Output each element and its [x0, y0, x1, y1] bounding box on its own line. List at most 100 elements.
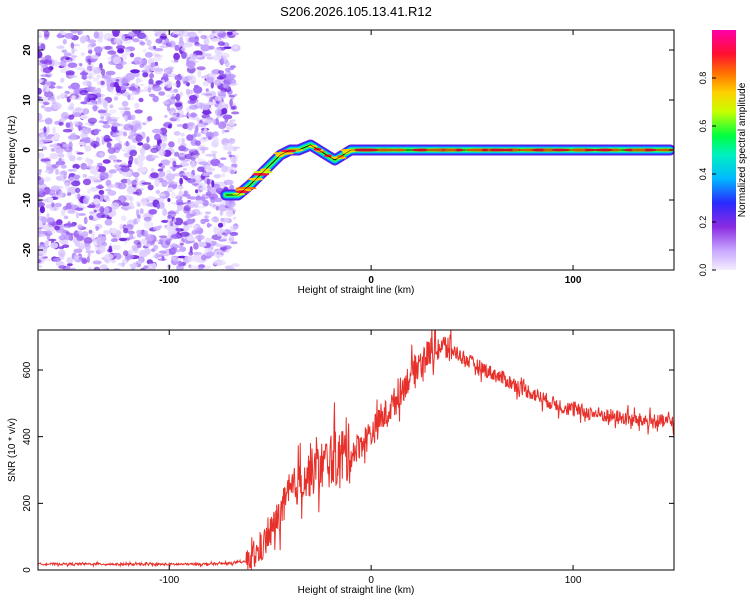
- noise-speckle: [169, 90, 175, 93]
- noise-speckle: [38, 87, 42, 95]
- noise-speckle: [176, 124, 183, 127]
- noise-speckle: [57, 33, 63, 39]
- noise-speckle: [82, 197, 89, 205]
- noise-speckle: [195, 102, 201, 106]
- noise-speckle: [187, 31, 197, 38]
- noise-speckle: [194, 43, 204, 47]
- noise-speckle: [174, 151, 180, 157]
- noise-speckle: [110, 88, 115, 94]
- noise-speckle: [63, 146, 73, 153]
- noise-speckle: [140, 267, 145, 270]
- noise-speckle: [43, 176, 51, 182]
- noise-speckle: [178, 145, 187, 152]
- noise-speckle: [175, 209, 180, 214]
- noise-speckle: [178, 260, 183, 267]
- noise-speckle: [179, 177, 184, 185]
- noise-speckle: [209, 203, 213, 207]
- noise-speckle: [204, 116, 215, 123]
- noise-speckle: [150, 248, 156, 252]
- noise-speckle: [167, 198, 171, 202]
- noise-speckle: [174, 44, 180, 52]
- snr-y-tick-label: 200: [22, 495, 33, 512]
- noise-speckle: [181, 46, 186, 52]
- noise-speckle: [166, 105, 171, 112]
- noise-speckle: [84, 122, 91, 126]
- noise-speckle: [202, 80, 209, 87]
- noise-speckle: [100, 80, 105, 86]
- noise-speckle: [55, 147, 64, 154]
- noise-speckle: [192, 183, 199, 186]
- noise-speckle: [221, 232, 226, 235]
- noise-speckle: [119, 223, 123, 231]
- noise-speckle: [185, 171, 192, 177]
- noise-speckle: [167, 180, 176, 185]
- colorbar-tick-label: 0.8: [698, 72, 708, 85]
- noise-speckle: [180, 231, 190, 237]
- noise-speckle: [173, 164, 183, 168]
- spectrogram-y-tick-label: 0: [22, 147, 33, 153]
- noise-speckle: [113, 37, 121, 42]
- noise-speckle: [195, 174, 201, 183]
- noise-speckle: [80, 52, 85, 56]
- noise-speckle: [196, 132, 202, 138]
- spectrogram-y-tick-label: -10: [22, 192, 33, 207]
- spectrogram-y-axis-label: Frequency (Hz): [7, 116, 18, 185]
- noise-speckle: [170, 191, 176, 199]
- noise-speckle: [82, 108, 90, 115]
- noise-speckle: [113, 143, 123, 150]
- noise-speckle: [88, 211, 95, 215]
- noise-speckle: [91, 177, 102, 184]
- noise-speckle: [89, 186, 99, 192]
- noise-speckle: [164, 69, 171, 75]
- noise-speckle: [210, 150, 218, 154]
- noise-speckle: [167, 214, 172, 219]
- noise-speckle: [162, 208, 168, 217]
- noise-speckle: [90, 140, 100, 148]
- noise-speckle: [192, 53, 197, 60]
- noise-speckle: [151, 128, 162, 134]
- noise-speckle: [104, 218, 113, 226]
- noise-speckle: [126, 237, 131, 241]
- noise-speckle: [233, 216, 237, 220]
- noise-speckle: [214, 79, 222, 86]
- noise-speckle: [38, 136, 43, 142]
- noise-speckle: [171, 93, 175, 97]
- spectrogram-x-tick-label: -100: [159, 275, 179, 286]
- noise-speckle: [173, 217, 184, 226]
- noise-speckle: [118, 237, 128, 242]
- noise-speckle: [175, 194, 180, 201]
- noise-speckle: [87, 204, 96, 209]
- noise-speckle: [164, 226, 175, 230]
- noise-speckle: [128, 86, 137, 91]
- noise-speckle: [85, 157, 90, 163]
- noise-speckle: [76, 152, 85, 155]
- noise-speckle: [115, 92, 122, 96]
- noise-speckle: [160, 164, 165, 169]
- noise-speckle: [124, 48, 131, 56]
- noise-speckle: [43, 126, 47, 134]
- noise-speckle: [67, 263, 73, 267]
- snr-x-tick-label: 100: [565, 575, 582, 586]
- noise-speckle: [122, 38, 133, 44]
- noise-speckle: [107, 147, 116, 155]
- noise-speckle: [124, 141, 131, 147]
- noise-speckle: [159, 45, 169, 48]
- noise-speckle: [45, 87, 50, 93]
- noise-speckle: [187, 123, 193, 131]
- noise-speckle: [56, 219, 63, 226]
- noise-speckle: [140, 197, 148, 206]
- noise-speckle: [183, 190, 188, 195]
- noise-speckle: [103, 230, 110, 235]
- track-centerline-top: [225, 144, 670, 196]
- noise-speckle: [115, 136, 121, 142]
- noise-speckle: [51, 202, 55, 208]
- noise-speckle: [127, 160, 133, 166]
- noise-speckle: [71, 95, 76, 100]
- noise-speckle: [223, 55, 227, 63]
- noise-speckle: [45, 135, 52, 140]
- noise-speckle: [227, 151, 232, 155]
- noise-speckle: [51, 164, 60, 168]
- noise-speckle: [188, 95, 198, 101]
